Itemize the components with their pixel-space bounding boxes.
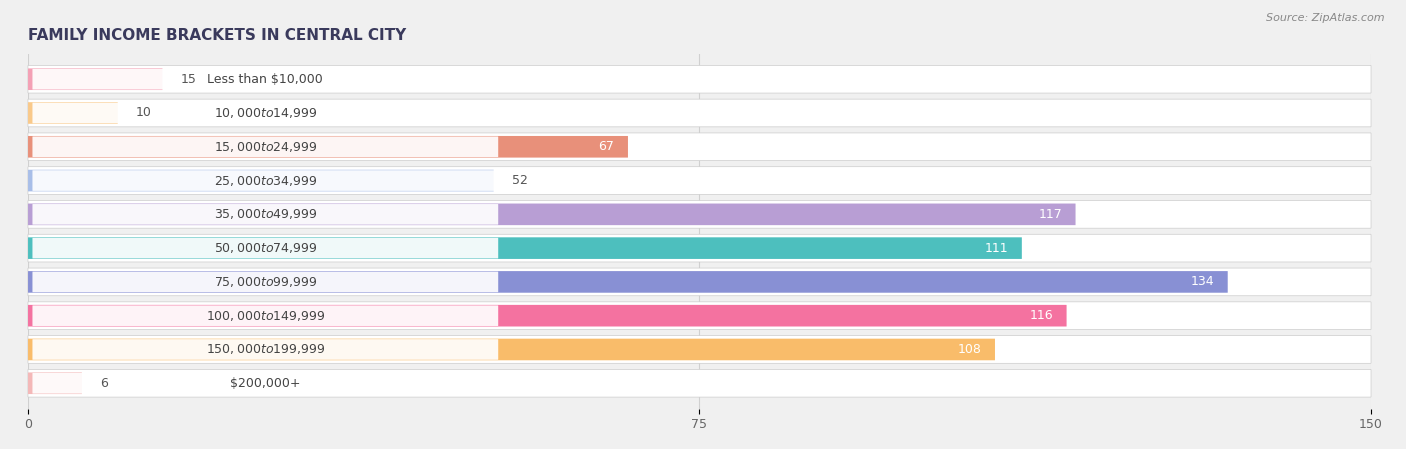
FancyBboxPatch shape xyxy=(28,136,628,158)
FancyBboxPatch shape xyxy=(32,373,498,394)
Text: $150,000 to $199,999: $150,000 to $199,999 xyxy=(205,343,325,357)
FancyBboxPatch shape xyxy=(28,335,1371,363)
FancyBboxPatch shape xyxy=(28,170,494,191)
FancyBboxPatch shape xyxy=(28,339,995,360)
Text: $75,000 to $99,999: $75,000 to $99,999 xyxy=(214,275,318,289)
FancyBboxPatch shape xyxy=(32,204,498,224)
FancyBboxPatch shape xyxy=(28,370,1371,397)
FancyBboxPatch shape xyxy=(28,99,1371,127)
FancyBboxPatch shape xyxy=(28,167,1371,194)
Text: 134: 134 xyxy=(1191,275,1215,288)
FancyBboxPatch shape xyxy=(28,102,118,124)
FancyBboxPatch shape xyxy=(28,234,1371,262)
Text: $35,000 to $49,999: $35,000 to $49,999 xyxy=(214,207,318,221)
Text: $50,000 to $74,999: $50,000 to $74,999 xyxy=(214,241,318,255)
FancyBboxPatch shape xyxy=(28,68,163,90)
FancyBboxPatch shape xyxy=(32,170,498,191)
Text: Source: ZipAtlas.com: Source: ZipAtlas.com xyxy=(1267,13,1385,23)
FancyBboxPatch shape xyxy=(32,69,498,89)
Text: FAMILY INCOME BRACKETS IN CENTRAL CITY: FAMILY INCOME BRACKETS IN CENTRAL CITY xyxy=(28,28,406,43)
FancyBboxPatch shape xyxy=(28,133,1371,161)
FancyBboxPatch shape xyxy=(32,238,498,259)
Text: $15,000 to $24,999: $15,000 to $24,999 xyxy=(214,140,318,154)
Text: 111: 111 xyxy=(984,242,1008,255)
Text: 15: 15 xyxy=(180,73,197,86)
Text: 52: 52 xyxy=(512,174,527,187)
Text: $10,000 to $14,999: $10,000 to $14,999 xyxy=(214,106,318,120)
Text: 6: 6 xyxy=(100,377,108,390)
FancyBboxPatch shape xyxy=(32,305,498,326)
FancyBboxPatch shape xyxy=(32,339,498,360)
Text: $25,000 to $34,999: $25,000 to $34,999 xyxy=(214,174,318,188)
FancyBboxPatch shape xyxy=(28,305,1067,326)
FancyBboxPatch shape xyxy=(28,203,1076,225)
FancyBboxPatch shape xyxy=(32,136,498,157)
Text: $100,000 to $149,999: $100,000 to $149,999 xyxy=(205,309,325,323)
Text: 67: 67 xyxy=(599,140,614,153)
FancyBboxPatch shape xyxy=(28,238,1022,259)
Text: 108: 108 xyxy=(957,343,981,356)
Text: 116: 116 xyxy=(1029,309,1053,322)
FancyBboxPatch shape xyxy=(32,272,498,292)
FancyBboxPatch shape xyxy=(28,268,1371,296)
Text: $200,000+: $200,000+ xyxy=(231,377,301,390)
Text: 117: 117 xyxy=(1038,208,1062,221)
FancyBboxPatch shape xyxy=(32,103,498,123)
FancyBboxPatch shape xyxy=(28,271,1227,293)
FancyBboxPatch shape xyxy=(28,201,1371,228)
Text: Less than $10,000: Less than $10,000 xyxy=(208,73,323,86)
FancyBboxPatch shape xyxy=(28,372,82,394)
Text: 10: 10 xyxy=(135,106,152,119)
FancyBboxPatch shape xyxy=(28,302,1371,330)
FancyBboxPatch shape xyxy=(28,66,1371,93)
